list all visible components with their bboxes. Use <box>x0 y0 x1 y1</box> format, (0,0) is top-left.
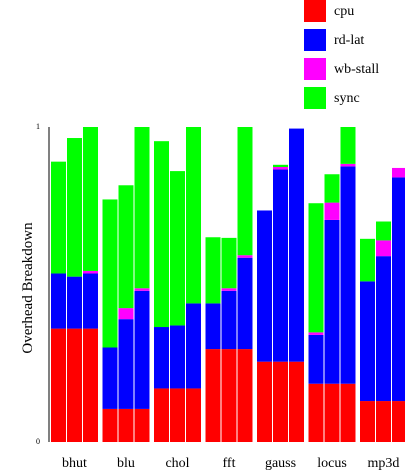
bar-segment-cpu <box>118 408 134 442</box>
bar-segment-wb-stall <box>134 288 150 291</box>
x-tick-label: fft <box>223 456 236 471</box>
bar-segment-rd-lat <box>237 257 253 350</box>
bar-segment-rd-lat <box>67 276 82 329</box>
bar-segment-sync <box>376 221 391 241</box>
bar-segment-cpu <box>324 383 340 442</box>
bar-segment-cpu <box>67 328 82 442</box>
bar-segment-cpu <box>102 408 118 442</box>
bar-segment-wb-stall <box>324 202 340 220</box>
bar-segment-rd-lat <box>118 319 134 409</box>
bar-segment-sync <box>67 138 82 277</box>
legend-label: rd-lat <box>334 33 364 48</box>
bar-segment-cpu <box>221 349 237 442</box>
bar-segment-sync <box>360 238 375 282</box>
bar-segment-sync <box>308 203 324 333</box>
bar-segment-cpu <box>237 349 253 442</box>
bar-segment-cpu <box>205 349 221 442</box>
x-tick-label: blu <box>117 456 135 471</box>
bar-segment-sync <box>154 141 169 328</box>
bar-segment-rd-lat <box>154 327 169 389</box>
bar-segment-sync <box>51 161 66 274</box>
y-tick-label: 0 <box>36 437 40 446</box>
bar-segment-rd-lat <box>340 166 356 384</box>
bar-segment-cpu <box>257 361 272 442</box>
x-tick-label: locus <box>317 456 347 471</box>
y-axis-label: Overhead Breakdown <box>20 222 36 354</box>
bar-segment-rd-lat <box>170 325 185 389</box>
bar-segment-rd-lat <box>324 219 340 384</box>
x-tick-label: gauss <box>265 456 296 471</box>
bar-segment-sync <box>134 127 150 289</box>
x-axis-labels: bhut blu chol fft gauss locus mp3d <box>62 456 399 471</box>
bar-segment-sync <box>170 171 185 326</box>
legend-swatch-wb-stall <box>304 58 326 80</box>
bar-segment-cpu <box>392 401 405 442</box>
legend: cpu rd-lat wb-stall sync <box>304 0 379 109</box>
bar-segment-wb-stall <box>237 255 253 258</box>
bar-segment-cpu <box>273 361 288 442</box>
x-tick-label: bhut <box>62 456 87 471</box>
legend-label: cpu <box>334 4 354 19</box>
bar-segment-cpu <box>134 408 150 442</box>
bar-segment-rd-lat <box>134 290 150 409</box>
bar-segment-sync <box>340 127 356 164</box>
bar-segment-sync <box>205 237 221 304</box>
bar-segment-sync <box>324 174 340 203</box>
bar-segment-cpu <box>376 401 391 442</box>
y-tick-label: 1 <box>36 122 40 131</box>
bar-segment-rd-lat <box>83 273 98 329</box>
bar-segment-cpu <box>360 401 375 442</box>
legend-label: sync <box>334 91 360 106</box>
bar-segment-rd-lat <box>360 281 375 402</box>
bar-segment-wb-stall <box>376 240 391 257</box>
bar-segment-cpu <box>289 361 304 442</box>
legend-swatch-cpu <box>304 0 326 22</box>
bar-segment-wb-stall <box>340 163 356 167</box>
bar-segment-cpu <box>51 328 66 442</box>
legend-swatch-rd-lat <box>304 29 326 51</box>
bar-segment-rd-lat <box>273 169 288 362</box>
bar-segment-rd-lat <box>392 177 405 402</box>
bar-segment-wb-stall <box>392 167 405 178</box>
bar-segment-sync <box>221 237 237 289</box>
bar-segment-rd-lat <box>205 303 221 350</box>
legend-swatch-sync <box>304 87 326 109</box>
bar-segment-rd-lat <box>102 347 118 409</box>
bar-segment-sync <box>118 185 134 309</box>
bar-segment-wb-stall <box>221 288 237 291</box>
bar-segment-rd-lat <box>376 256 391 402</box>
bar-segment-rd-lat <box>289 128 304 362</box>
bars <box>51 127 405 442</box>
bar-segment-cpu <box>340 383 356 442</box>
bar-segment-wb-stall <box>118 308 134 320</box>
bar-segment-cpu <box>308 383 324 442</box>
bar-segment-rd-lat <box>51 273 66 329</box>
bar-segment-rd-lat <box>221 290 237 350</box>
bar-segment-wb-stall <box>83 270 98 274</box>
bar-segment-sync <box>83 127 98 271</box>
bar-segment-cpu <box>154 388 169 442</box>
bar-segment-sync <box>186 127 201 304</box>
bar-segment-rd-lat <box>186 303 201 389</box>
bar-segment-cpu <box>83 328 98 442</box>
bar-segment-wb-stall <box>308 332 324 335</box>
bar-segment-sync <box>237 127 253 256</box>
bar-segment-wb-stall <box>273 167 288 170</box>
legend-label: wb-stall <box>334 62 379 77</box>
bar-segment-sync <box>102 199 118 348</box>
x-tick-label: chol <box>165 456 189 471</box>
bar-segment-cpu <box>186 388 201 442</box>
x-tick-label: mp3d <box>368 456 400 471</box>
bar-segment-rd-lat <box>308 334 324 384</box>
bar-segment-cpu <box>170 388 185 442</box>
bar-segment-rd-lat <box>257 210 272 362</box>
bar-segment-sync <box>273 164 288 168</box>
